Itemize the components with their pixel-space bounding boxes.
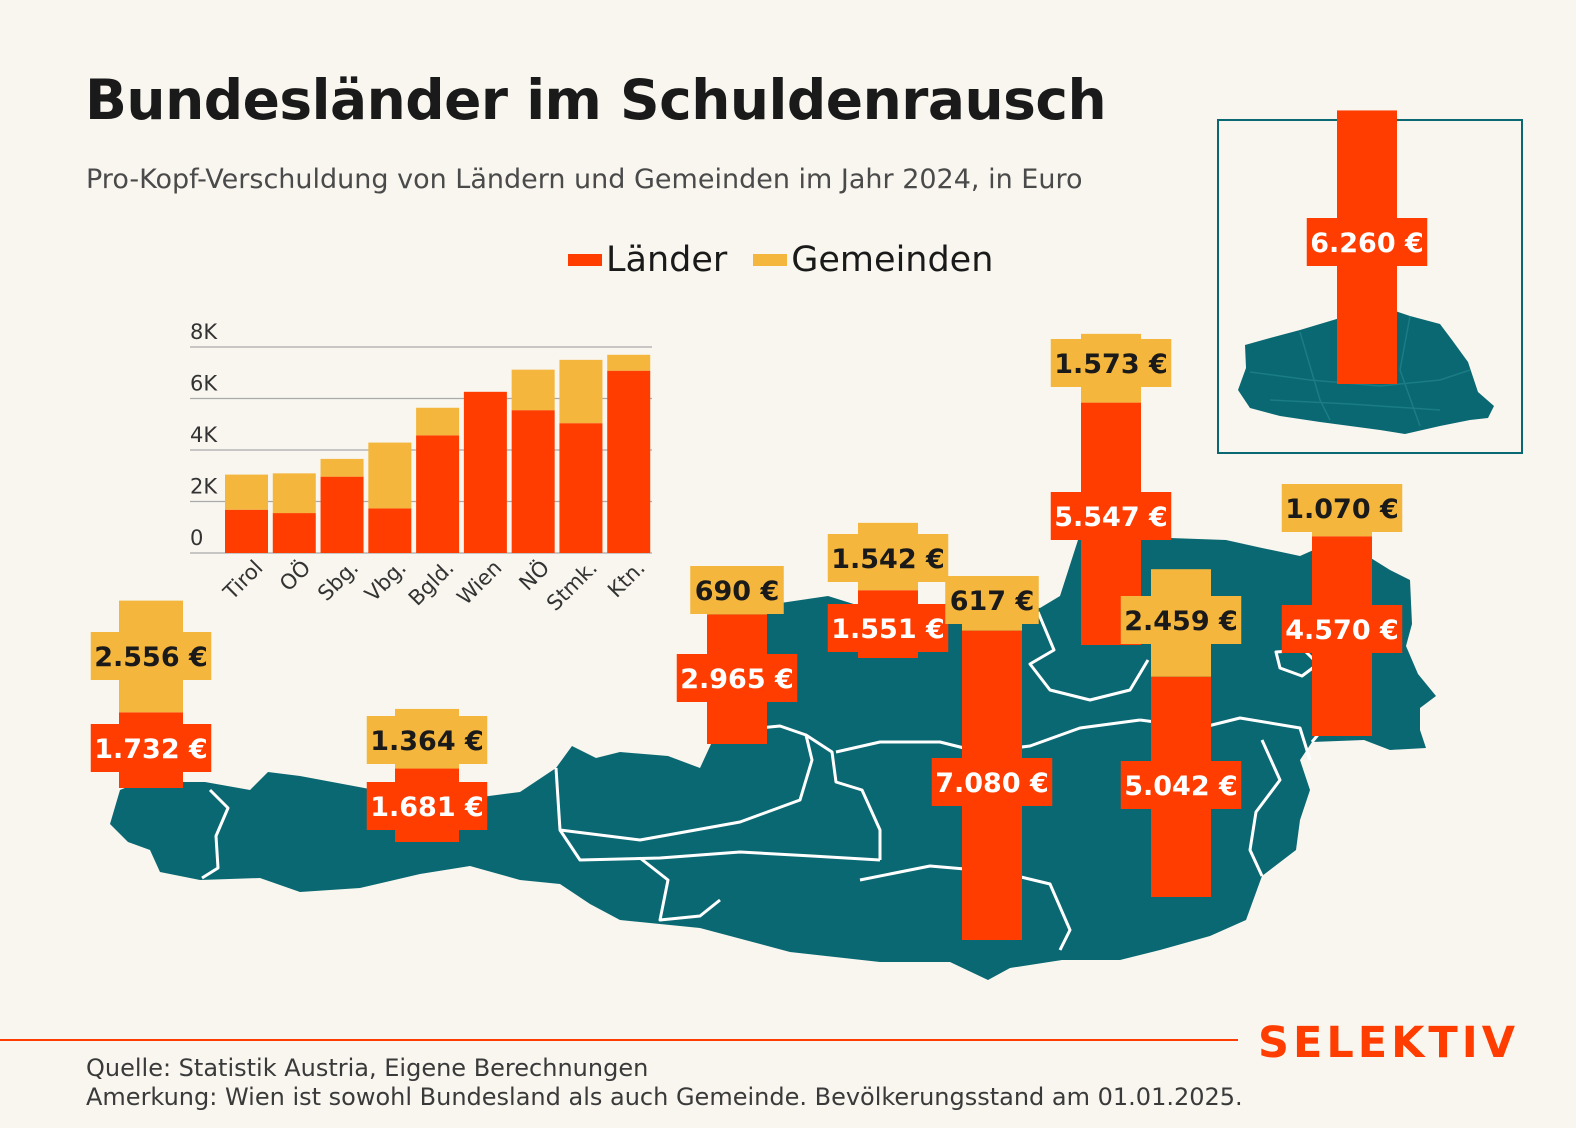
vienna-districts bbox=[1249, 315, 1471, 427]
map-label-box-laender-vbg bbox=[90, 724, 212, 772]
mini-category-label: Wien bbox=[452, 556, 506, 610]
brand-logo: SELEKTIV bbox=[1258, 1018, 1520, 1068]
border-vbg-tirol bbox=[201, 788, 230, 880]
footnote: Amerkung: Wien ist sowohl Bundesland als… bbox=[86, 1083, 1243, 1111]
mini-y-tick-label: 6K bbox=[190, 372, 218, 396]
map-label-box-gemeinden-ooe bbox=[827, 534, 949, 582]
map-label-box-laender-tirol bbox=[366, 782, 488, 830]
mini-category-label: Ktn. bbox=[603, 556, 650, 603]
mini-y-tick-label: 0 bbox=[190, 526, 203, 550]
mini-bar-laender-7 bbox=[559, 423, 603, 553]
map-label-box-laender-sbg bbox=[676, 654, 798, 702]
mini-category-label: NÖ bbox=[514, 555, 554, 595]
map-value-gemeinden-vbg: 2.556 € bbox=[94, 642, 208, 673]
map-value-laender-ktn: 7.080 € bbox=[935, 768, 1049, 799]
map-label-box-laender-bgld bbox=[1281, 605, 1403, 653]
mini-category-label: Tirol bbox=[218, 556, 267, 605]
footer-divider bbox=[0, 1039, 1238, 1041]
mini-bar-gemeinden-6 bbox=[511, 369, 555, 411]
map-value-gemeinden-bgld: 1.070 € bbox=[1285, 494, 1399, 525]
mini-bar-gemeinden-1 bbox=[272, 473, 316, 514]
legend-item-laender: Länder bbox=[568, 240, 727, 280]
border-stmk-bgld bbox=[1248, 739, 1282, 877]
legend-swatch-gemeinden bbox=[753, 254, 788, 266]
map-label-box-gemeinden-sbg bbox=[690, 566, 784, 614]
map-value-laender-wien: 6.260 € bbox=[1310, 228, 1424, 259]
map-label-box-laender-stmk bbox=[1120, 761, 1242, 809]
map-value-laender-stmk: 5.042 € bbox=[1124, 771, 1238, 802]
legend: Länder Gemeinden bbox=[568, 240, 1019, 280]
mini-bar-gemeinden-3 bbox=[368, 442, 412, 509]
map-value-gemeinden-noe: 1.573 € bbox=[1054, 349, 1168, 380]
legend-label-laender: Länder bbox=[606, 240, 728, 280]
map-label-box-gemeinden-bgld bbox=[1281, 484, 1403, 532]
mini-bar-laender-5 bbox=[463, 391, 507, 553]
mini-bar-laender-0 bbox=[225, 509, 268, 553]
mini-bars bbox=[225, 354, 651, 553]
map-label-box-gemeinden-tirol bbox=[366, 716, 488, 764]
map-label-box-laender-ktn bbox=[931, 758, 1053, 806]
mini-y-tick-label: 8K bbox=[190, 320, 218, 344]
mini-bar-gemeinden-8 bbox=[607, 354, 651, 371]
map-label-box-laender-ooe bbox=[827, 604, 949, 652]
map-value-laender-bgld: 4.570 € bbox=[1285, 615, 1399, 646]
district-line bbox=[1249, 369, 1471, 387]
map-value-gemeinden-ktn: 617 € bbox=[950, 586, 1035, 617]
mini-bar-gemeinden-0 bbox=[225, 474, 268, 510]
legend-item-gemeinden: Gemeinden bbox=[753, 240, 993, 280]
mini-y-tick-label: 2K bbox=[190, 475, 218, 499]
mini-category-label: OÖ bbox=[274, 555, 315, 596]
mini-category-label: Bgld. bbox=[404, 556, 459, 611]
mini-category-label: Stmk. bbox=[542, 556, 602, 616]
mini-bar-gemeinden-2 bbox=[320, 458, 364, 477]
mini-y-ticks: 0 2K 4K 6K 8K bbox=[190, 320, 218, 550]
map-label-box-laender-wien bbox=[1306, 218, 1428, 266]
map-value-laender-ooe: 1.551 € bbox=[831, 614, 945, 645]
mini-bar-laender-1 bbox=[272, 513, 316, 553]
page-subtitle: Pro-Kopf-Verschuldung von Ländern und Ge… bbox=[86, 164, 1083, 195]
map-value-laender-sbg: 2.965 € bbox=[680, 664, 794, 695]
border-ktn-stmk bbox=[859, 864, 1072, 951]
map-value-laender-noe: 5.547 € bbox=[1054, 502, 1168, 533]
map-bars: 1.732 € 2.556 € 1.681 € 1.364 € 2.965 € 690 €… bbox=[90, 110, 1428, 940]
mini-bar-gemeinden-7 bbox=[559, 359, 603, 424]
mini-bar-laender-3 bbox=[368, 508, 412, 553]
mini-bar-laender-4 bbox=[416, 435, 460, 553]
map-value-gemeinden-stmk: 2.459 € bbox=[1124, 606, 1238, 637]
map-value-gemeinden-ooe: 1.542 € bbox=[831, 544, 945, 575]
border-tirol-ktn bbox=[639, 856, 721, 922]
map-label-box-gemeinden-stmk bbox=[1120, 596, 1242, 644]
mini-bar-laender-6 bbox=[511, 410, 555, 553]
page-title: Bundesländer im Schuldenrausch bbox=[85, 68, 1107, 132]
map-value-laender-tirol: 1.681 € bbox=[370, 792, 484, 823]
map-label-box-gemeinden-noe bbox=[1050, 339, 1172, 387]
mini-y-tick-label: 4K bbox=[190, 423, 218, 447]
border-sbg-ooe bbox=[805, 733, 882, 860]
map-label-box-laender-noe bbox=[1050, 492, 1172, 540]
legend-label-gemeinden: Gemeinden bbox=[791, 240, 994, 280]
map-label-box-gemeinden-vbg bbox=[90, 632, 212, 680]
mini-category-label: Sbg. bbox=[313, 556, 363, 606]
mini-bar-gemeinden-4 bbox=[416, 407, 460, 436]
border-ooe-noe bbox=[1028, 611, 1150, 702]
source-note: Quelle: Statistik Austria, Eigene Berech… bbox=[86, 1054, 649, 1082]
border-tirol-sbg bbox=[554, 724, 814, 842]
border-sbg-ktn bbox=[558, 829, 881, 862]
district-line bbox=[1399, 315, 1421, 427]
map-value-gemeinden-sbg: 690 € bbox=[695, 576, 780, 607]
map-label-box-gemeinden-ktn bbox=[945, 576, 1039, 624]
map-value-gemeinden-tirol: 1.364 € bbox=[370, 726, 484, 757]
district-line bbox=[1299, 331, 1331, 421]
map-value-laender-vbg: 1.732 € bbox=[94, 734, 208, 765]
mini-bar-laender-2 bbox=[320, 476, 364, 553]
mini-category-label: Vbg. bbox=[360, 556, 411, 607]
mini-bar-laender-8 bbox=[607, 370, 651, 553]
legend-swatch-laender bbox=[568, 254, 602, 266]
district-line bbox=[1269, 399, 1441, 411]
